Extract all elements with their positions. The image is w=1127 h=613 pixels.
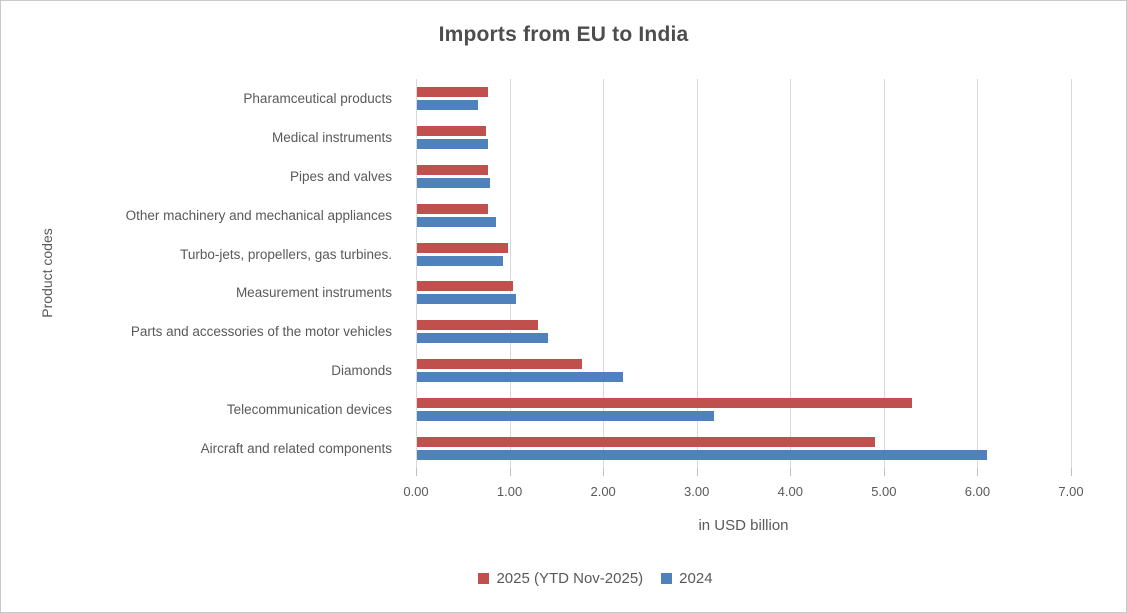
category-label: Medical instruments [271, 129, 392, 145]
category-label: Pharamceutical products [243, 90, 392, 106]
gridline [416, 79, 417, 468]
bar-2025 [417, 281, 514, 292]
gridline [603, 79, 605, 468]
gridline [790, 79, 792, 468]
axis-tick-mark [603, 468, 605, 476]
bar-2024 [417, 216, 497, 227]
category-label: Diamonds [331, 363, 392, 379]
category-label: Turbo-jets, propellers, gas turbines. [180, 246, 392, 262]
legend: 2025 (YTD Nov-2025) 2024 [1, 570, 1126, 587]
bar-group [417, 79, 1071, 118]
axis-tick-mark [790, 468, 792, 476]
bar-group [417, 274, 1071, 313]
bar-2025 [417, 437, 875, 448]
bar-group [417, 351, 1071, 390]
axis-tick-mark [1071, 468, 1072, 476]
plot-area [416, 79, 1072, 476]
bar-2024 [417, 177, 490, 188]
bar-group [417, 235, 1071, 274]
gridline [509, 79, 511, 468]
axis-tick-mark [977, 468, 979, 476]
category-label: Telecommunication devices [226, 402, 392, 418]
bar-group [417, 429, 1071, 468]
axis-tick-mark [509, 468, 511, 476]
bar-group [417, 118, 1071, 157]
legend-item-2025: 2025 (YTD Nov-2025) [478, 570, 643, 587]
bar-2025 [417, 164, 488, 175]
legend-item-2024: 2024 [661, 570, 713, 587]
category-axis: Pharamceutical products Medical instrumen… [1, 79, 404, 468]
axis-tick-mark [696, 468, 698, 476]
x-axis-title: in USD billion [698, 517, 789, 534]
bar-2024 [417, 294, 517, 305]
bar-2024 [417, 138, 488, 149]
bar-2025 [417, 86, 488, 97]
bar-2024 [417, 411, 715, 422]
x-tick-label: 1.00 [496, 484, 523, 499]
gridline [883, 79, 885, 468]
bar-group [417, 196, 1071, 235]
bar-2025 [417, 203, 488, 214]
legend-swatch-2024 [661, 573, 673, 584]
x-tick-label: 3.00 [684, 484, 710, 499]
axis-tick-mark [883, 468, 885, 476]
x-tick-label: 2.00 [590, 484, 616, 499]
bar-2025 [417, 359, 583, 370]
category-label: Parts and accessories of the motor vehic… [130, 324, 392, 340]
bar-2025 [417, 320, 539, 331]
legend-label-2025: 2025 (YTD Nov-2025) [496, 570, 644, 587]
x-tick-label: 0.00 [403, 484, 429, 499]
gridline [1071, 79, 1072, 468]
category-label: Other machinery and mechanical appliance… [125, 207, 392, 223]
legend-swatch-2025 [478, 573, 490, 584]
bar-2025 [417, 242, 508, 253]
x-axis-tick-labels: 0.00 1.00 2.00 3.00 4.00 5.00 6.00 7.00 [403, 484, 1083, 502]
bar-2025 [417, 398, 913, 409]
gridline [977, 79, 979, 468]
bar-group [417, 390, 1071, 429]
x-tick-label: 6.00 [964, 484, 991, 499]
legend-label-2024: 2024 [679, 570, 713, 587]
axis-tick-mark [416, 468, 417, 476]
category-label: Measurement instruments [235, 285, 392, 301]
bar-2024 [417, 450, 987, 461]
bar-2025 [417, 125, 487, 136]
bar-group [417, 312, 1071, 351]
bar-2024 [417, 255, 503, 266]
bar-group [417, 157, 1071, 196]
bar-2024 [417, 372, 623, 383]
bar-2024 [417, 333, 548, 344]
category-label: Aircraft and related components [200, 441, 392, 457]
bar-2024 [417, 99, 478, 110]
category-label: Pipes and valves [289, 168, 392, 184]
gridline [696, 79, 698, 468]
x-tick-label: 4.00 [777, 484, 803, 499]
x-tick-label: 7.00 [1058, 484, 1084, 499]
x-tick-label: 5.00 [871, 484, 897, 499]
chart-title: Imports from EU to India [438, 23, 689, 46]
